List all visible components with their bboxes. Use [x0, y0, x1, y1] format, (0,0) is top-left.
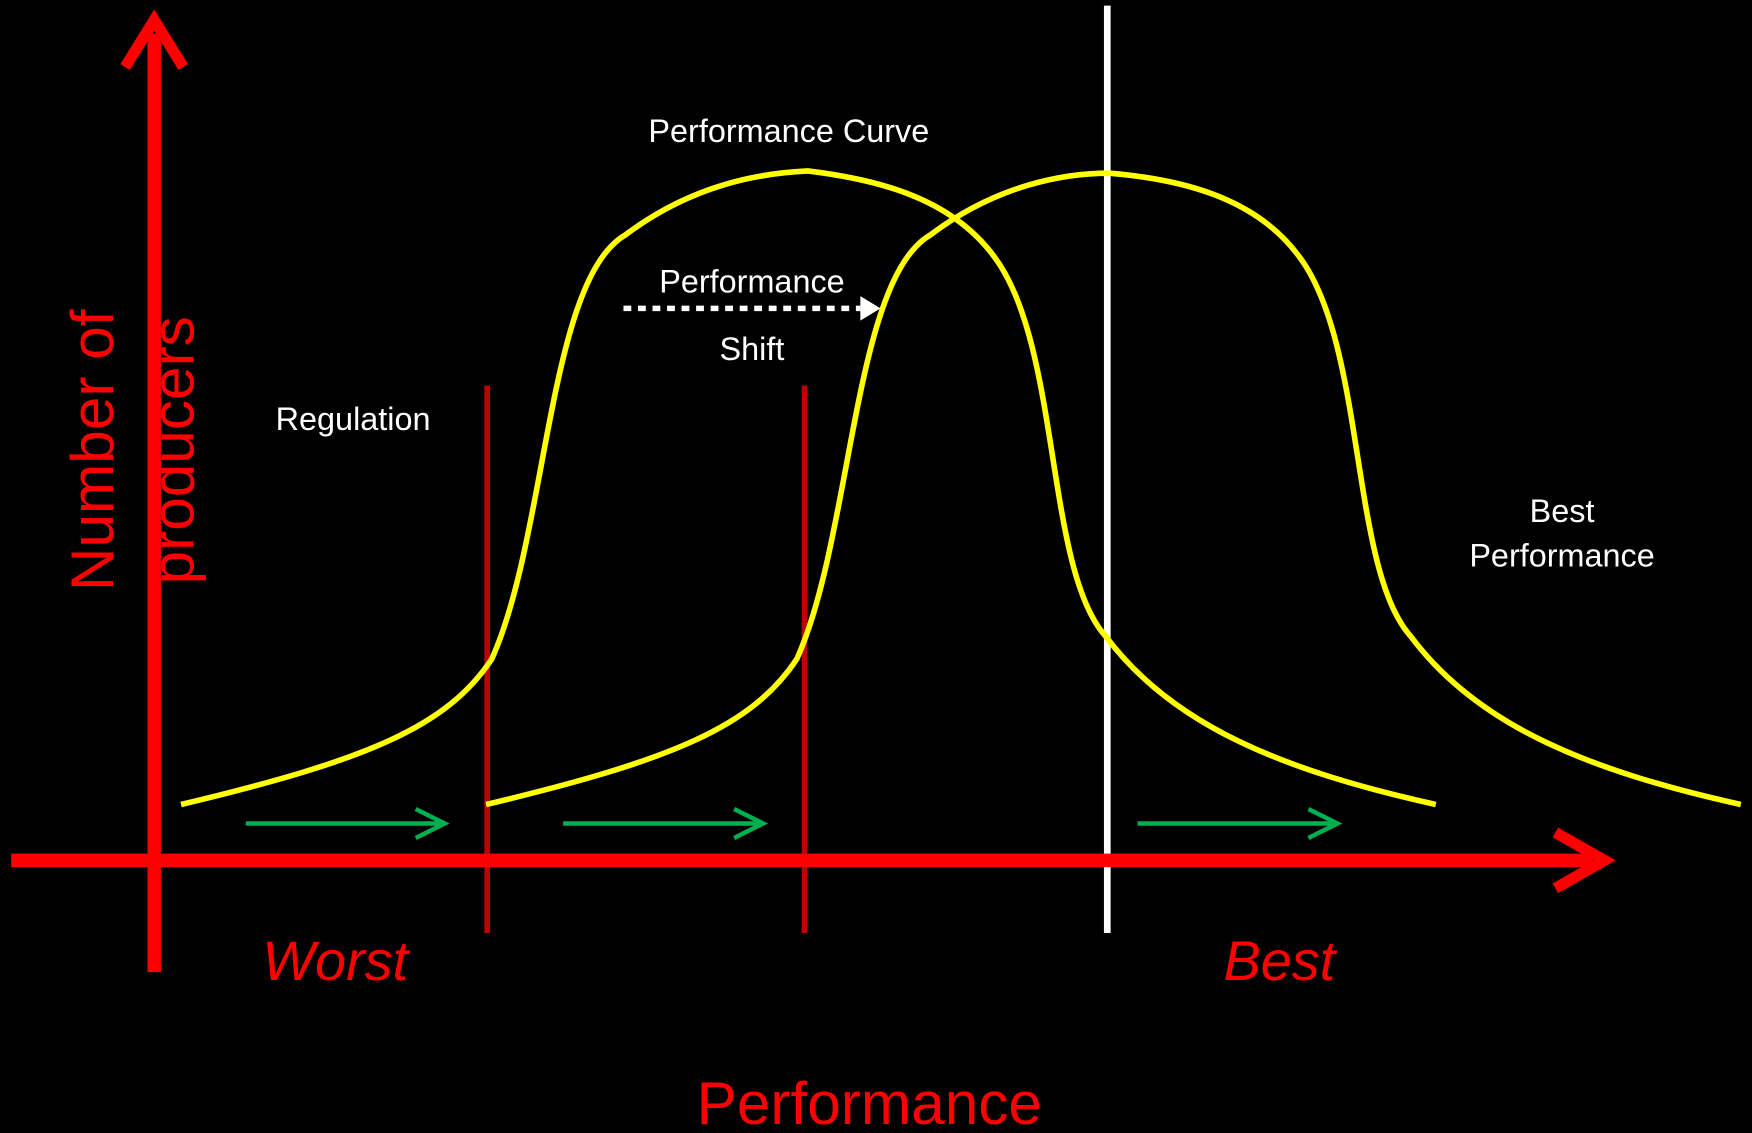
regulation-label: Regulation: [276, 401, 431, 437]
best-performance-label: Performance: [1469, 538, 1654, 574]
y-axis-arrowhead: [120, 9, 188, 70]
arrowhead: [733, 806, 769, 841]
best-performance-label: Best: [1530, 493, 1595, 529]
worst-label: Worst: [262, 929, 410, 992]
x-axis-label: Performance: [697, 1069, 1042, 1133]
shifted-performance-curve: [485, 170, 1742, 808]
shift-label: Shift: [720, 331, 785, 367]
shift-label: Performance: [659, 264, 844, 300]
y-axis-label: producers: [138, 316, 206, 584]
y-axis-label: Number of: [58, 309, 126, 591]
green-arrows: [245, 806, 1343, 841]
arrowhead: [1307, 806, 1343, 841]
performance-curve: [180, 168, 1437, 808]
shift-arrowhead: [860, 296, 881, 321]
arrowhead: [414, 806, 450, 841]
x-axis-arrowhead: [1552, 827, 1616, 894]
curve-label: Performance Curve: [648, 113, 929, 149]
best-label: Best: [1223, 929, 1337, 992]
